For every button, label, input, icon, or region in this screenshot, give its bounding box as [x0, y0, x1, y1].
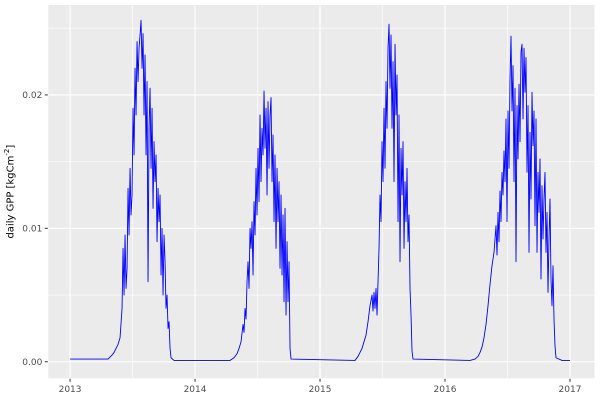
x-tick-label: 2015	[309, 385, 332, 395]
x-tick-label: 2013	[59, 385, 82, 395]
x-tick-label: 2016	[434, 385, 457, 395]
gpp-line	[70, 19, 570, 361]
x-tick-label: 2017	[559, 385, 582, 395]
y-tick-label: 0.00	[22, 358, 42, 368]
x-tick-label: 2014	[184, 385, 207, 395]
y-tick-label: 0.01	[22, 224, 42, 234]
y-tick-label: 0.02	[22, 91, 42, 101]
